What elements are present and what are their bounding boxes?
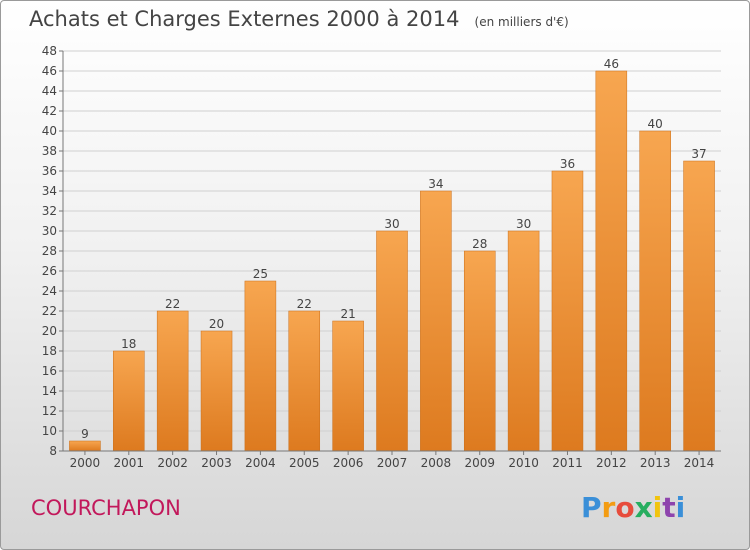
bar xyxy=(200,330,233,452)
bar-value-label: 28 xyxy=(472,237,487,251)
y-tick-label: 30 xyxy=(42,224,57,238)
bar xyxy=(69,440,101,452)
x-tick-label: 2002 xyxy=(157,456,188,470)
bar-value-label: 20 xyxy=(209,317,224,331)
y-tick-label: 14 xyxy=(42,384,57,398)
logo-letter: o xyxy=(615,491,635,524)
bar-value-label: 30 xyxy=(384,217,399,231)
y-tick-label: 34 xyxy=(42,184,57,198)
bar-value-label: 22 xyxy=(165,297,180,311)
x-tick-label: 2007 xyxy=(377,456,408,470)
bar-value-label: 37 xyxy=(691,147,706,161)
x-tick-label: 2003 xyxy=(201,456,232,470)
chart-title-text: Achats et Charges Externes 2000 à 2014 xyxy=(29,7,460,31)
logo-letter: i xyxy=(675,491,686,524)
x-tick-label: 2008 xyxy=(421,456,452,470)
bar-value-label: 25 xyxy=(253,267,268,281)
axes: 8 10 12 14 16 18 20 22 24 26 28 30 32 34 36 38 40 42 44 46 4… xyxy=(42,44,721,470)
bar xyxy=(113,350,145,452)
y-tick-label: 24 xyxy=(42,284,57,298)
y-tick-label: 22 xyxy=(42,304,57,318)
x-tick-label: 2009 xyxy=(464,456,495,470)
bar xyxy=(507,230,540,452)
x-tick-label: 2000 xyxy=(70,456,101,470)
y-tick-label: 20 xyxy=(42,324,57,338)
x-tick-label: 2013 xyxy=(640,456,671,470)
x-tick-label: 2004 xyxy=(245,456,276,470)
y-tick-label: 32 xyxy=(42,204,57,218)
x-tick-label: 2005 xyxy=(289,456,320,470)
bar xyxy=(376,230,408,452)
logo-letter: P xyxy=(581,491,602,524)
x-tick-label: 2006 xyxy=(333,456,364,470)
bar xyxy=(420,190,452,452)
bar-value-label: 18 xyxy=(121,337,136,351)
y-tick-label: 26 xyxy=(42,264,57,278)
x-tick-label: 2011 xyxy=(552,456,583,470)
chart-unit: (en milliers d'€) xyxy=(474,15,569,29)
logo-letter: t xyxy=(662,491,676,524)
y-tick-label: 36 xyxy=(42,164,57,178)
bar xyxy=(595,70,628,452)
y-tick-label: 48 xyxy=(42,44,57,58)
bar xyxy=(332,320,364,452)
bar-value-label: 21 xyxy=(340,307,355,321)
x-tick-label: 2014 xyxy=(684,456,715,470)
y-tick-label: 28 xyxy=(42,244,57,258)
bar xyxy=(463,250,496,452)
y-tick-label: 12 xyxy=(42,404,57,418)
bar-value-label: 30 xyxy=(516,217,531,231)
x-tick-label: 2012 xyxy=(596,456,627,470)
bar-value-label: 9 xyxy=(81,427,89,441)
x-tick-label: 2001 xyxy=(114,456,145,470)
commune-name: COURCHAPON xyxy=(31,496,181,520)
logo-letter: x xyxy=(634,491,653,524)
bar xyxy=(551,170,584,452)
bar-value-label: 34 xyxy=(428,177,443,191)
x-tick-label: 2010 xyxy=(508,456,539,470)
y-tick-label: 18 xyxy=(42,344,57,358)
chart-title: Achats et Charges Externes 2000 à 2014 (… xyxy=(29,7,569,31)
logo-letter: r xyxy=(601,491,616,524)
y-tick-label: 42 xyxy=(42,104,57,118)
bar-value-label: 36 xyxy=(560,157,575,171)
proxiti-logo: Proxiti xyxy=(581,491,685,524)
logo-letter: i xyxy=(652,491,663,524)
bar xyxy=(683,160,715,452)
y-tick-label: 46 xyxy=(42,64,57,78)
y-tick-label: 8 xyxy=(49,444,57,458)
bar-value-label: 40 xyxy=(648,117,663,131)
bar-value-label: 22 xyxy=(297,297,312,311)
bar xyxy=(639,130,671,452)
y-tick-label: 10 xyxy=(42,424,57,438)
y-tick-label: 16 xyxy=(42,364,57,378)
y-tick-label: 40 xyxy=(42,124,57,138)
bars xyxy=(69,70,715,452)
y-tick-label: 38 xyxy=(42,144,57,158)
bar xyxy=(244,280,277,452)
bar xyxy=(288,310,321,452)
bar-value-label: 46 xyxy=(604,57,619,71)
y-tick-label: 44 xyxy=(42,84,57,98)
bar xyxy=(156,310,189,452)
